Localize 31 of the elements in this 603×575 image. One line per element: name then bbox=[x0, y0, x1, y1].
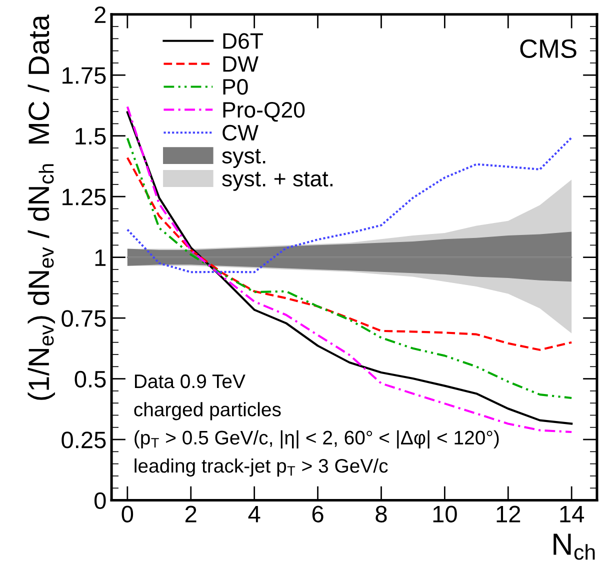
legend-label: DW bbox=[223, 56, 258, 72]
x-tick-label: 4 bbox=[248, 506, 260, 522]
y-tick-label: 0.75 bbox=[62, 310, 106, 327]
annotation: Data 0.9 TeV bbox=[134, 374, 246, 388]
y-tick-label: 1.5 bbox=[76, 128, 106, 145]
annotation: charged particles bbox=[134, 402, 281, 420]
legend-label: syst. bbox=[222, 148, 266, 168]
y-tick-label: 2 bbox=[94, 6, 106, 23]
legend-label: CW bbox=[222, 124, 258, 141]
legend-label: syst. + stat. bbox=[222, 172, 332, 191]
y-tick-label: 0.5 bbox=[74, 370, 106, 388]
x-tick-label: 8 bbox=[376, 506, 387, 522]
x-tick-label: 0 bbox=[122, 506, 134, 522]
x-axis-title: N$_{ch}$ bbox=[554, 534, 595, 560]
legend-label: P0 bbox=[223, 79, 248, 95]
legend-label: D6T bbox=[223, 33, 263, 49]
x-tick-label: 14 bbox=[560, 506, 584, 522]
y-axis-title: (1/N$_{ev}$) dN$_{ev}$ / dN$_{ch}$ MC / Data bbox=[28, 14, 55, 400]
y-tick-label: 0 bbox=[94, 492, 106, 510]
y-tick-label: 1.25 bbox=[62, 188, 106, 206]
annotation: leading track-jet p$_{T}$ > 3 GeV/c bbox=[134, 458, 388, 477]
y-tick-label: 1.75 bbox=[62, 67, 106, 84]
x-tick-label: 6 bbox=[312, 506, 324, 522]
y-tick-label: 1 bbox=[95, 250, 106, 266]
x-tick-label: 12 bbox=[496, 506, 520, 522]
x-tick-label: 10 bbox=[433, 506, 457, 522]
annotation: (p$_{T}$ > 0.5 GeV/c, |η| < 2, 60° < |Δφ| < 120°) bbox=[134, 430, 499, 448]
annotation: CMS bbox=[520, 39, 576, 58]
x-tick-label: 2 bbox=[185, 506, 196, 522]
y-tick-label: 0.25 bbox=[62, 432, 106, 448]
legend-label: Pro-Q20 bbox=[223, 102, 305, 122]
